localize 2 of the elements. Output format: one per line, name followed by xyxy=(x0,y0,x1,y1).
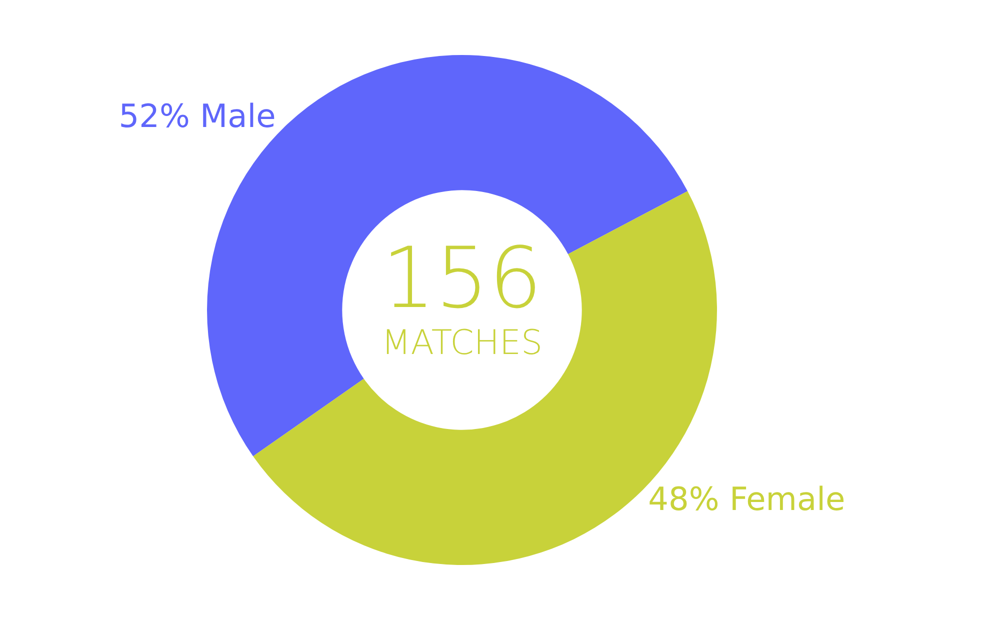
slice-label: 48% Female xyxy=(648,480,846,518)
slice-label: 52% Male xyxy=(118,96,276,135)
